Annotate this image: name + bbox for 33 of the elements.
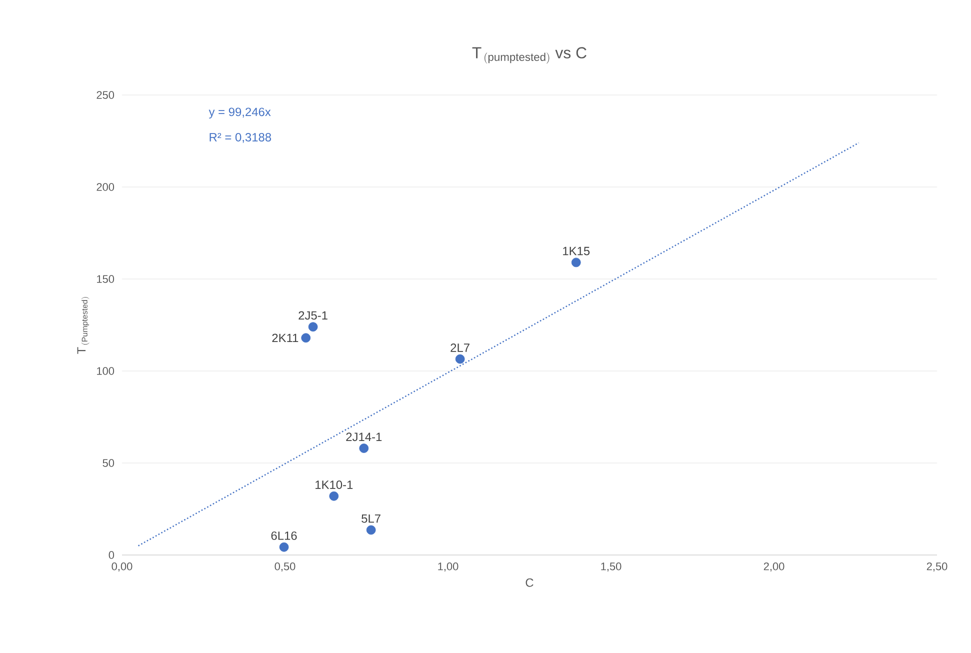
point xyxy=(359,444,369,453)
y-tick-label: 100 xyxy=(97,367,114,375)
point xyxy=(308,322,318,332)
y-tick-label: 250 xyxy=(96,91,114,99)
x-tick-label: 2,00 xyxy=(764,562,784,572)
y-tick-label: 150 xyxy=(97,275,114,283)
x-tick-label: 0,00 xyxy=(112,562,132,572)
point xyxy=(455,354,465,364)
x-tick-label: 1,50 xyxy=(601,562,622,572)
y-tick-label: 0 xyxy=(108,551,114,559)
annotation: 2J5-1 xyxy=(298,311,328,320)
annotation: y = 99,246x xyxy=(208,108,271,119)
x-tick-label: 1,00 xyxy=(438,562,458,572)
y-tick-label: 50 xyxy=(102,459,114,467)
chart-title: $\mathrm{T}_{\,\mathrm{(pumptested)}}\ \mathrm{vs\ C}$ xyxy=(472,47,586,64)
annotation: 1K15 xyxy=(563,246,590,256)
y-axis-title: $\mathrm{T}_{\,\mathrm{(Pumptested)}}$ xyxy=(77,297,90,354)
annotation: 2L7 xyxy=(450,344,470,352)
annotation: 1K10-1 xyxy=(316,480,353,489)
point xyxy=(366,525,376,535)
annotation: 2K11 xyxy=(272,334,298,342)
point xyxy=(571,258,581,268)
annotation: 5L7 xyxy=(362,514,380,523)
point xyxy=(279,542,289,552)
annotation: 6L16 xyxy=(271,531,297,540)
point xyxy=(329,491,339,501)
annotation: R² = 0,3188 xyxy=(210,132,272,143)
point xyxy=(301,333,311,343)
annotation: 2J14-1 xyxy=(346,432,382,442)
x-tick-label: 0,50 xyxy=(274,562,296,572)
x-axis-title: C xyxy=(526,578,534,587)
x-tick-label: 2,50 xyxy=(926,562,948,572)
y-tick-label: 200 xyxy=(96,183,114,191)
